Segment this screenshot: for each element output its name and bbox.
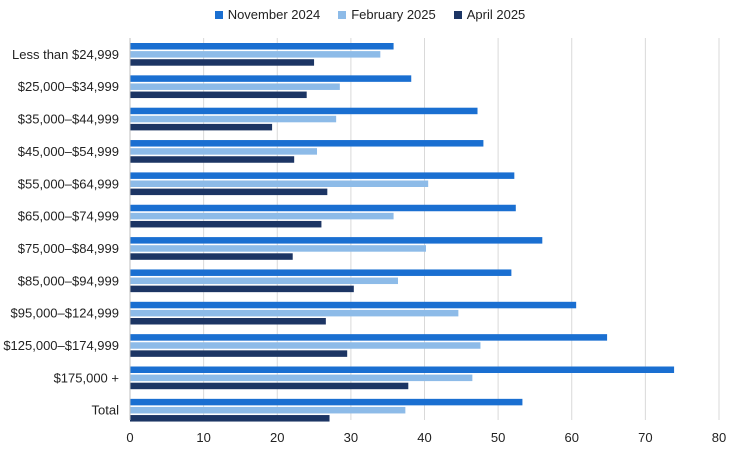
bar-1-3: [130, 107, 478, 115]
category-label: $65,000–$74,999: [18, 209, 119, 224]
bar-2-11: [130, 374, 473, 382]
bar-3-1: [130, 59, 315, 66]
category-label: $125,000–$174,999: [3, 338, 119, 353]
bar-1-8: [130, 269, 512, 276]
chart-legend: November 2024 February 2025 April 2025: [0, 7, 740, 22]
bar-3-2: [130, 91, 307, 99]
bar-1-6: [130, 204, 516, 212]
bar-2-5: [130, 180, 429, 187]
legend-item-february-2025: February 2025: [338, 7, 436, 22]
bar-1-5: [130, 172, 515, 179]
bar-3-9: [130, 318, 326, 325]
x-tick-label: 70: [638, 430, 652, 445]
category-label: Total: [92, 403, 120, 418]
bar-1-1: [130, 43, 394, 50]
legend-label-april-2025: April 2025: [466, 7, 526, 22]
bar-2-2: [130, 83, 340, 90]
legend-swatch-april-2025: [453, 10, 462, 19]
x-tick-label: 10: [196, 430, 210, 445]
bar-3-4: [130, 156, 295, 163]
bar-1-7: [130, 237, 543, 244]
bar-3-7: [130, 253, 293, 260]
bar-1-10: [130, 334, 608, 341]
bar-3-8: [130, 285, 354, 293]
legend-item-april-2025: April 2025: [453, 7, 526, 22]
bar-1-12: [130, 398, 523, 406]
category-label: $25,000–$34,999: [18, 79, 119, 94]
bar-3-6: [130, 220, 322, 228]
x-tick-label: 50: [491, 430, 505, 445]
category-label: $175,000 +: [54, 370, 119, 385]
bar-3-3: [130, 123, 273, 131]
legend-label-february-2025: February 2025: [351, 7, 436, 22]
x-tick-label: 80: [712, 430, 726, 445]
category-label: $45,000–$54,999: [18, 144, 119, 159]
bar-3-11: [130, 382, 409, 390]
bar-1-9: [130, 301, 577, 309]
bar-2-3: [130, 115, 337, 123]
x-tick-label: 40: [417, 430, 431, 445]
legend-item-november-2024: November 2024: [214, 7, 321, 22]
legend-swatch-november-2024: [214, 10, 223, 19]
category-label: $95,000–$124,999: [11, 306, 119, 321]
bar-3-12: [130, 415, 330, 422]
x-tick-label: 60: [565, 430, 579, 445]
category-label: Less than $24,999: [12, 47, 119, 62]
bar-2-9: [130, 309, 459, 317]
bar-2-6: [130, 212, 394, 220]
category-label: $85,000–$94,999: [18, 273, 119, 288]
bar-3-10: [130, 350, 348, 357]
legend-swatch-february-2025: [338, 10, 347, 19]
bar-1-11: [130, 366, 675, 373]
x-tick-label: 30: [344, 430, 358, 445]
bar-2-4: [130, 148, 318, 155]
bar-1-2: [130, 75, 412, 82]
x-tick-label: 20: [270, 430, 284, 445]
category-label: $55,000–$64,999: [18, 176, 119, 191]
bar-2-12: [130, 406, 406, 414]
legend-label-november-2024: November 2024: [227, 7, 321, 22]
category-label: $75,000–$84,999: [18, 241, 119, 256]
bar-2-8: [130, 277, 398, 285]
bar-1-4: [130, 140, 484, 147]
bar-3-5: [130, 188, 328, 196]
category-label: $35,000–$44,999: [18, 112, 119, 127]
bar-2-7: [130, 245, 426, 252]
x-tick-label: 0: [126, 430, 133, 445]
bar-2-1: [130, 51, 381, 58]
bar-2-10: [130, 342, 481, 349]
